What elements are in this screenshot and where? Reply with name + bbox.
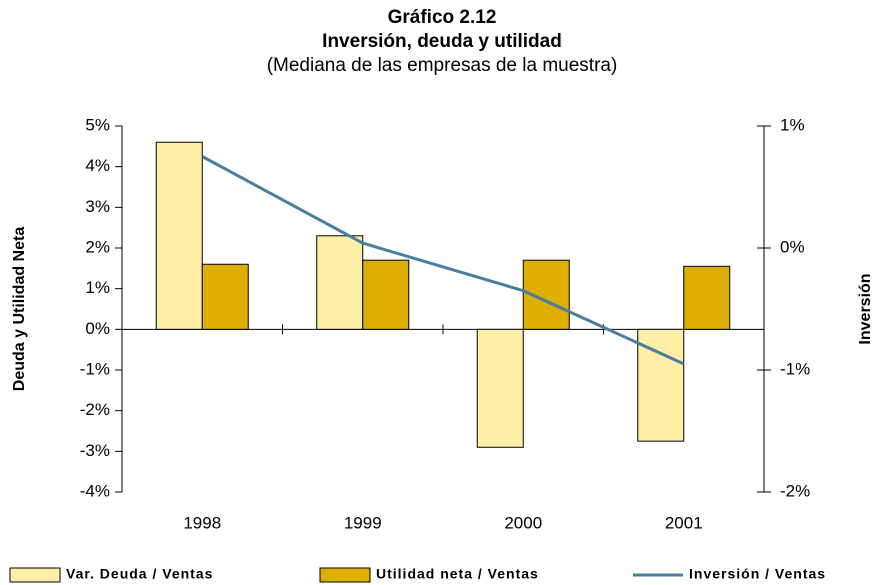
chart-title: Gráfico 2.12 — [388, 7, 497, 28]
y-tick-label: 4% — [85, 156, 110, 175]
bar — [683, 265, 731, 330]
legend-swatch — [319, 567, 371, 583]
bar — [316, 235, 364, 330]
y-tick-label: 0% — [85, 319, 110, 338]
y2-tick-label: -2% — [780, 481, 810, 500]
y-tick-label: 2% — [85, 237, 110, 256]
line — [201, 155, 685, 366]
y-tick-label: 3% — [85, 197, 110, 216]
y-axis-label: Deuda y Utilidad Neta — [11, 227, 28, 392]
x-tick-label: 1998 — [183, 513, 221, 532]
y-tick-label: -2% — [80, 400, 110, 419]
y2-tick-label: 1% — [780, 115, 805, 134]
y-tick-label: -1% — [80, 359, 110, 378]
y-tick-label: -3% — [80, 441, 110, 460]
y-tick-label: 5% — [85, 115, 110, 134]
y-tick-label: -4% — [80, 481, 110, 500]
y2-tick-label: 0% — [780, 237, 805, 256]
x-tick-label: 1999 — [344, 513, 382, 532]
chart-title: Inversión, deuda y utilidad — [322, 31, 562, 52]
chart-subtitle: (Mediana de las empresas de la muestra) — [267, 55, 618, 76]
bar — [476, 328, 524, 448]
bar — [201, 263, 249, 330]
y2-tick-label: -1% — [780, 359, 810, 378]
legend-label: Inversión / Ventas — [689, 566, 826, 582]
x-tick-label: 2001 — [665, 513, 703, 532]
legend-swatch — [9, 567, 61, 583]
x-tick-label: 2000 — [504, 513, 542, 532]
y-tick-label: 1% — [85, 278, 110, 297]
bar — [362, 259, 410, 330]
bar — [155, 141, 203, 330]
legend-label: Var. Deuda / Ventas — [66, 566, 213, 582]
legend-label: Utilidad neta / Ventas — [376, 566, 539, 582]
y2-axis-label: Inversión — [857, 273, 874, 344]
